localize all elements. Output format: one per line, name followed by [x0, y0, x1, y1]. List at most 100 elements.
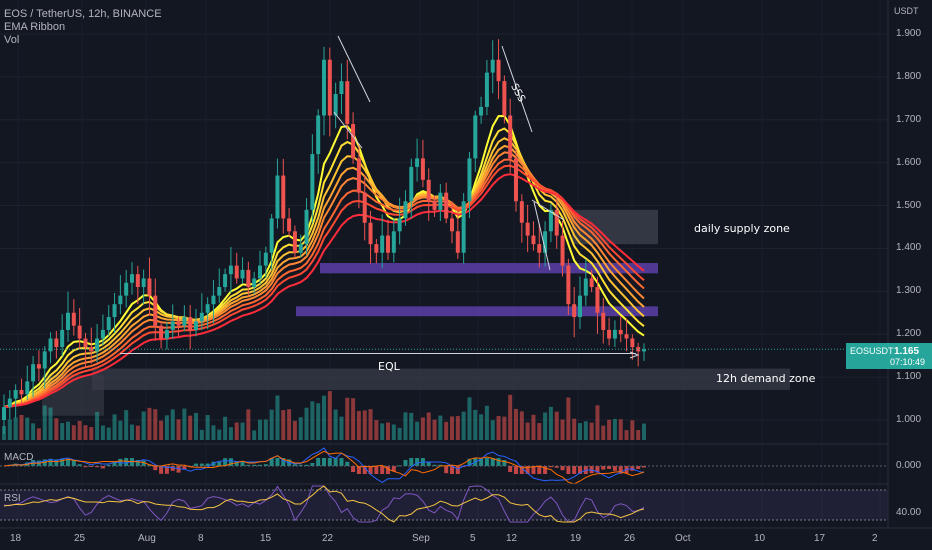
- macd-hist-bar: [548, 466, 553, 468]
- candle-body: [77, 325, 82, 339]
- macd-hist-bar: [374, 466, 379, 474]
- candle-body: [473, 115, 478, 159]
- volume-bar: [19, 415, 24, 440]
- volume-bar: [240, 422, 245, 440]
- trend-line: [333, 111, 363, 149]
- legend-symbol[interactable]: EOS / TetherUS, 12h, BINANCE: [4, 8, 162, 20]
- candle-body: [502, 81, 507, 116]
- zones: [42, 209, 790, 416]
- volume-bar: [630, 420, 635, 440]
- candle-body: [426, 179, 431, 202]
- volume-bar: [607, 419, 612, 440]
- volume-bar: [36, 428, 41, 440]
- candle-body: [345, 81, 350, 125]
- volume-bar: [409, 412, 414, 440]
- volume-bar: [426, 412, 431, 440]
- candle-body: [386, 235, 390, 253]
- trend-line: [533, 201, 551, 271]
- rsi-pane: [0, 485, 888, 523]
- macd-hist-bar: [432, 464, 437, 466]
- macd-hist-bar: [496, 458, 501, 466]
- macd-hist-bar: [595, 466, 600, 473]
- candle-body: [508, 115, 513, 159]
- candle-body: [531, 235, 536, 245]
- macd-hist-bar: [141, 460, 146, 466]
- legend-ema-ribbon[interactable]: EMA Ribbon: [4, 21, 66, 33]
- candle-body: [7, 398, 12, 408]
- candle-body: [194, 321, 198, 330]
- candle-body: [112, 304, 117, 318]
- volume-bar: [572, 418, 577, 440]
- candle-body: [519, 201, 524, 223]
- volume-bars: [2, 391, 646, 440]
- candle-body: [630, 338, 635, 348]
- volume-bar: [519, 411, 524, 440]
- volume-bar: [124, 410, 129, 440]
- candle-body: [130, 274, 134, 283]
- candle-body: [211, 295, 216, 305]
- candle-body: [595, 287, 600, 313]
- candle-body: [566, 265, 571, 305]
- price-tick-label: 1.200: [896, 328, 922, 340]
- volume-bar: [327, 391, 332, 440]
- volume-bar: [473, 409, 478, 440]
- volume-bar: [199, 429, 204, 440]
- volume-bar: [42, 405, 47, 440]
- price-tick-label: 1.000: [896, 414, 922, 425]
- price-tick-label: 1.400: [896, 242, 922, 254]
- macd-hist-bar: [281, 458, 286, 466]
- macd-hist-bar: [514, 466, 518, 474]
- volume-bar: [624, 430, 629, 440]
- eql-label: EQL: [378, 360, 400, 373]
- macd-hist-bar: [636, 466, 641, 469]
- volume-bar: [362, 410, 367, 440]
- legend-volume[interactable]: Vol: [4, 34, 20, 46]
- candle-body: [583, 278, 588, 296]
- candle-body: [310, 154, 315, 210]
- volume-bar: [194, 412, 198, 440]
- volume-bar: [54, 418, 59, 440]
- candle-body: [281, 175, 286, 219]
- volume-bar: [228, 427, 233, 440]
- macd-hist-bar: [217, 461, 222, 466]
- volume-bar: [368, 409, 373, 440]
- volume-bar: [322, 395, 326, 440]
- volume-bar: [397, 427, 402, 440]
- volume-bar: [554, 411, 559, 440]
- macd-hist-bar: [368, 466, 373, 474]
- candle-body: [362, 192, 367, 223]
- macd-title[interactable]: MACD: [4, 452, 34, 463]
- candle-body: [176, 321, 181, 326]
- macd-hist-bar: [316, 458, 321, 466]
- volume-bar: [83, 425, 88, 440]
- candle-body: [461, 201, 466, 253]
- macd-hist-bar: [467, 458, 472, 466]
- candle-body: [467, 158, 472, 202]
- volume-bar: [496, 415, 501, 440]
- volume-bar: [566, 397, 571, 440]
- volume-bar: [415, 421, 420, 440]
- candle-body: [135, 274, 140, 288]
- candle-body: [199, 312, 204, 322]
- volume-bar: [287, 409, 292, 440]
- volume-bar: [380, 423, 385, 440]
- volume-bar: [583, 421, 588, 440]
- time-tick-label: 12: [506, 533, 518, 544]
- volume-bar: [537, 423, 542, 440]
- macd-signal-line: [3, 450, 645, 485]
- volume-bar: [100, 425, 105, 440]
- candle-body: [612, 329, 617, 339]
- macd-hist-bar: [310, 463, 315, 466]
- candle-body: [217, 287, 222, 296]
- candle-body: [42, 351, 47, 369]
- candle-body: [391, 231, 396, 253]
- volume-bar: [333, 409, 338, 440]
- price-tag-countdown: 07:10:49: [890, 357, 926, 367]
- candle-body: [240, 269, 245, 279]
- price-tick-label: 1.300: [896, 285, 922, 297]
- rsi-title[interactable]: RSI: [4, 493, 21, 504]
- candle-body: [368, 222, 373, 245]
- volume-bar: [164, 415, 169, 440]
- volume-bar: [60, 423, 65, 440]
